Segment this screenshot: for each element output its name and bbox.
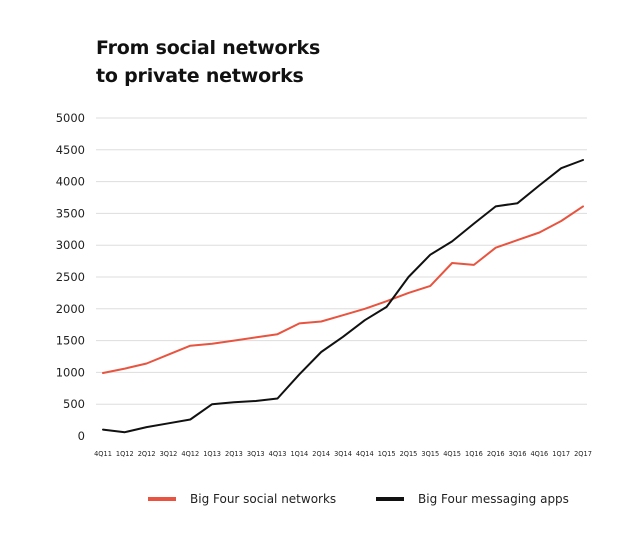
x-tick-label: 4Q11 bbox=[94, 450, 112, 458]
y-tick-label: 500 bbox=[63, 397, 85, 411]
legend-swatch-social-networks bbox=[148, 497, 176, 501]
series-line-social-networks bbox=[102, 205, 584, 374]
chart-title: From social networks to private networks bbox=[96, 34, 320, 90]
y-tick-label: 5000 bbox=[56, 111, 85, 125]
legend-swatch-messaging-apps bbox=[376, 497, 404, 501]
series-lines bbox=[102, 159, 584, 434]
x-tick-label: 3Q15 bbox=[421, 450, 439, 458]
x-tick-label: 4Q16 bbox=[530, 450, 548, 458]
x-tick-label: 1Q12 bbox=[116, 450, 134, 458]
legend: Big Four social networks Big Four messag… bbox=[0, 492, 640, 512]
y-tick-label: 4000 bbox=[56, 175, 85, 189]
legend-item-social-networks: Big Four social networks bbox=[148, 492, 336, 506]
legend-label-messaging-apps: Big Four messaging apps bbox=[418, 492, 569, 506]
y-tick-label: 3500 bbox=[56, 206, 85, 220]
x-tick-label: 4Q15 bbox=[443, 450, 461, 458]
x-tick-label: 3Q14 bbox=[334, 450, 352, 458]
legend-item-messaging-apps: Big Four messaging apps bbox=[376, 492, 569, 506]
x-tick-label: 2Q16 bbox=[487, 450, 505, 458]
x-tick-label: 2Q13 bbox=[225, 450, 243, 458]
x-tick-label: 3Q13 bbox=[247, 450, 265, 458]
y-tick-label: 3000 bbox=[56, 238, 85, 252]
x-tick-label: 2Q15 bbox=[400, 450, 418, 458]
y-tick-label: 2000 bbox=[56, 302, 85, 316]
x-tick-label: 3Q16 bbox=[509, 450, 527, 458]
line-chart: 0 500 1000 1500 2000 2500 3000 3500 4000 4500 5000… bbox=[56, 111, 592, 458]
x-tick-label: 1Q17 bbox=[552, 450, 570, 458]
x-tick-label: 4Q14 bbox=[356, 450, 374, 458]
series-line-messaging-apps bbox=[102, 159, 584, 434]
y-axis-tick-labels: 0 500 1000 1500 2000 2500 3000 3500 4000 4500 5000 bbox=[56, 111, 85, 443]
x-tick-label: 1Q16 bbox=[465, 450, 483, 458]
gridlines bbox=[96, 117, 587, 405]
y-tick-label: 0 bbox=[78, 429, 85, 443]
x-tick-label: 4Q13 bbox=[269, 450, 287, 458]
y-tick-label: 1500 bbox=[56, 334, 85, 348]
x-axis-tick-labels: 4Q11 1Q12 2Q12 3Q12 4Q12 1Q13 2Q13 3Q13 4Q13 1Q14… bbox=[94, 450, 592, 458]
y-tick-label: 4500 bbox=[56, 143, 85, 157]
y-tick-label: 1000 bbox=[56, 365, 85, 379]
x-tick-label: 2Q17 bbox=[574, 450, 592, 458]
chart-title-line-1: From social networks bbox=[96, 37, 321, 59]
x-tick-label: 1Q15 bbox=[378, 450, 396, 458]
x-tick-label: 2Q12 bbox=[138, 450, 156, 458]
x-tick-label: 2Q14 bbox=[312, 450, 330, 458]
chart-title-line-2: to private networks bbox=[96, 65, 304, 87]
x-tick-label: 4Q12 bbox=[181, 450, 199, 458]
legend-label-social-networks: Big Four social networks bbox=[190, 492, 337, 506]
x-tick-label: 3Q12 bbox=[160, 450, 178, 458]
y-tick-label: 2500 bbox=[56, 270, 85, 284]
x-tick-label: 1Q13 bbox=[203, 450, 221, 458]
x-tick-label: 1Q14 bbox=[290, 450, 308, 458]
